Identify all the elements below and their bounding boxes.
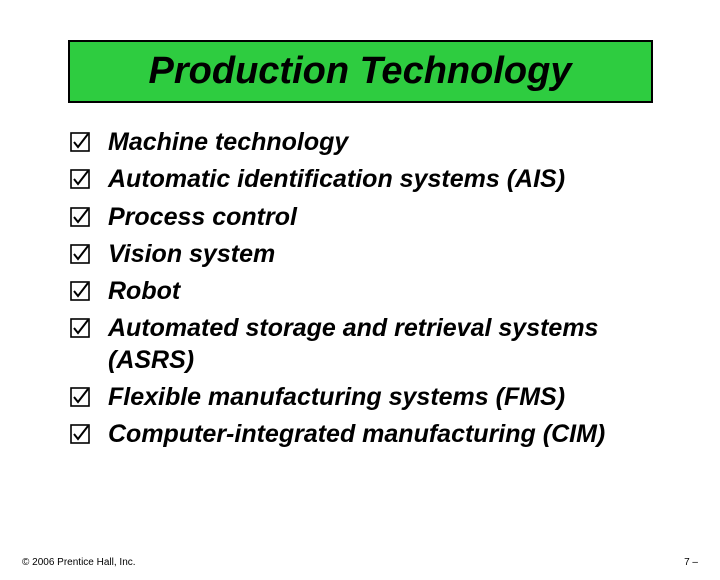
checkbox-checked-icon — [70, 132, 90, 152]
footer: © 2006 Prentice Hall, Inc. 7 – — [0, 557, 720, 568]
list-item-label: Robot — [108, 276, 180, 307]
list-item-label: Vision system — [108, 239, 275, 270]
checkbox-checked-icon — [70, 244, 90, 264]
list-item: Robot — [70, 276, 660, 307]
list-item: Automatic identification systems (AIS) — [70, 164, 660, 195]
list-item-label: Machine technology — [108, 127, 348, 158]
list-item: Machine technology — [70, 127, 660, 158]
page-number: 7 – — [684, 557, 698, 568]
list-item: Process control — [70, 202, 660, 233]
checkbox-checked-icon — [70, 387, 90, 407]
list-item-label: Automatic identification systems (AIS) — [108, 164, 565, 195]
checkbox-checked-icon — [70, 424, 90, 444]
list-item-label: Process control — [108, 202, 297, 233]
copyright-text: © 2006 Prentice Hall, Inc. — [22, 557, 136, 568]
list-item-label: Flexible manufacturing systems (FMS) — [108, 382, 565, 413]
list-item-label: Computer-integrated manufacturing (CIM) — [108, 419, 605, 450]
checkbox-checked-icon — [70, 207, 90, 227]
list-item: Computer-integrated manufacturing (CIM) — [70, 419, 660, 450]
list-item: Vision system — [70, 239, 660, 270]
checkbox-checked-icon — [70, 318, 90, 338]
slide-title: Production Technology — [149, 50, 572, 92]
bullet-list: Machine technology Automatic identificat… — [70, 127, 660, 450]
checkbox-checked-icon — [70, 169, 90, 189]
checkbox-checked-icon — [70, 281, 90, 301]
list-item: Automated storage and retrieval systems … — [70, 313, 660, 376]
list-item: Flexible manufacturing systems (FMS) — [70, 382, 660, 413]
title-box: Production Technology — [68, 40, 653, 103]
list-item-label: Automated storage and retrieval systems … — [108, 313, 660, 376]
